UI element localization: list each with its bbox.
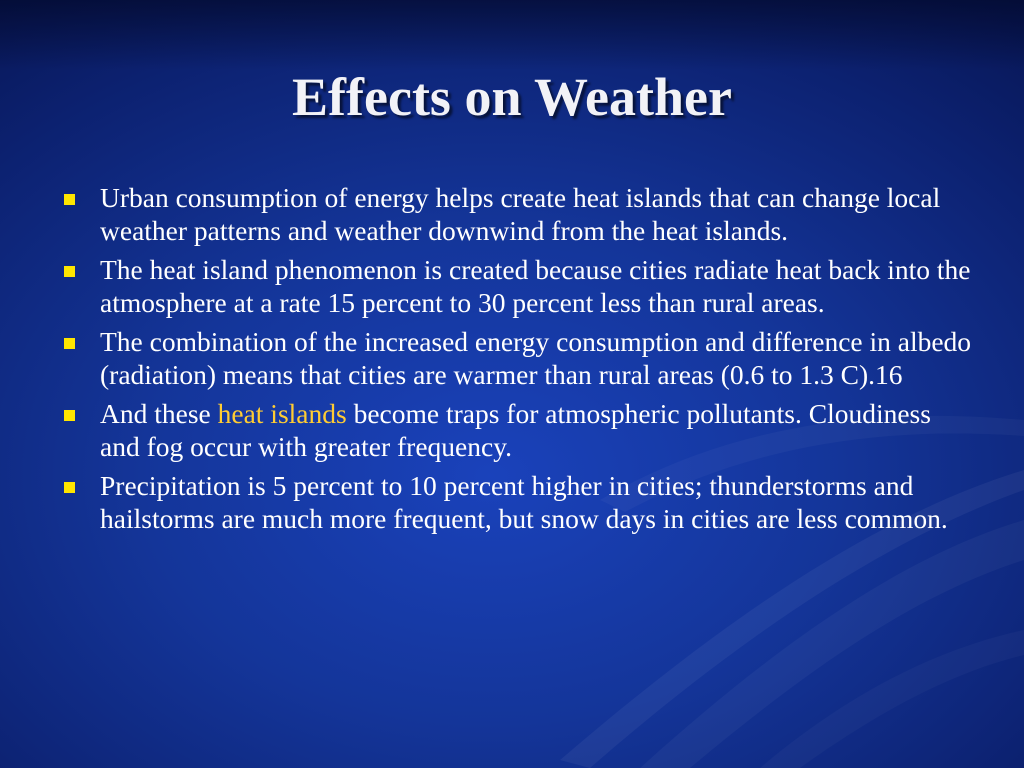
bullet-item-4: And these heat islands become traps for …	[60, 397, 975, 463]
slide-title: Effects on Weather	[292, 67, 732, 127]
bullet-text: The combination of the increased energy …	[100, 326, 972, 390]
bullet-item-2: The heat island phenomenon is created be…	[60, 253, 975, 319]
bullet-text-after: become traps for atmospheric pollutants.…	[100, 398, 931, 462]
highlighted-term: heat islands	[217, 398, 347, 429]
square-bullet-icon	[64, 266, 75, 277]
square-bullet-icon	[64, 338, 75, 349]
bullet-item-3: The combination of the increased energy …	[60, 325, 975, 391]
square-bullet-icon	[64, 482, 75, 493]
bullet-list: Urban consumption of energy helps create…	[60, 181, 975, 541]
bullet-text: The heat island phenomenon is created be…	[100, 254, 971, 318]
square-bullet-icon	[64, 410, 75, 421]
bullet-item-1: Urban consumption of energy helps create…	[60, 181, 975, 247]
square-bullet-icon	[64, 194, 75, 205]
bullet-text: Urban consumption of energy helps create…	[100, 182, 941, 246]
bullet-text: Precipitation is 5 percent to 10 percent…	[100, 470, 948, 534]
bullet-text-before: And these	[100, 398, 218, 429]
bullet-item-5: Precipitation is 5 percent to 10 percent…	[60, 469, 975, 535]
